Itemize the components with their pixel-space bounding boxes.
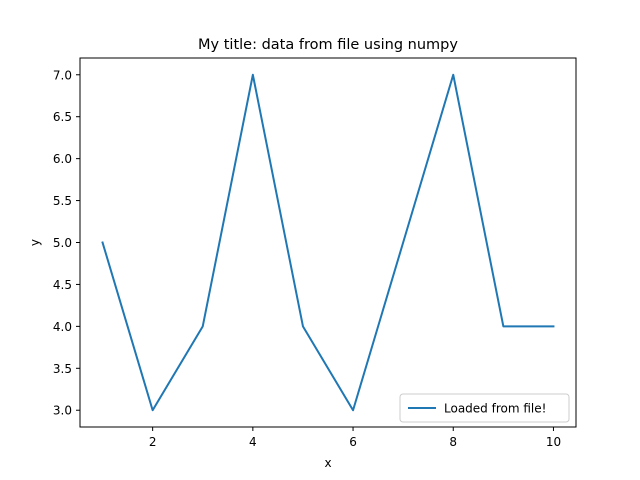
x-tick-label: 6 <box>349 435 357 449</box>
x-axis-ticks: 2 4 6 8 10 <box>149 427 561 449</box>
y-tick-label: 3.0 <box>53 404 72 418</box>
legend-label: Loaded from file! <box>444 402 546 416</box>
y-tick-label: 4.5 <box>53 278 72 292</box>
y-axis-ticks: 3.0 3.5 4.0 4.5 5.0 5.5 6.0 6.5 7.0 <box>53 68 80 418</box>
x-tick-label: 2 <box>149 435 157 449</box>
y-tick-label: 6.5 <box>53 110 72 124</box>
plot-area-frame <box>79 57 577 428</box>
legend: Loaded from file! <box>399 393 570 423</box>
y-axis-label: y <box>28 239 42 246</box>
x-tick-label: 8 <box>449 435 457 449</box>
chart-title: My title: data from file using numpy <box>198 37 458 53</box>
y-tick-label: 5.0 <box>53 236 72 250</box>
y-tick-label: 4.0 <box>53 320 72 334</box>
x-tick-label: 4 <box>249 435 257 449</box>
y-tick-label: 3.5 <box>53 362 72 376</box>
y-tick-label: 6.0 <box>53 152 72 166</box>
x-axis-label: x <box>324 456 331 470</box>
x-tick-label: 10 <box>546 435 561 449</box>
y-tick-label: 7.0 <box>53 68 72 82</box>
series-line <box>101 73 555 412</box>
y-tick-label: 5.5 <box>53 194 72 208</box>
legend-box <box>399 393 570 423</box>
